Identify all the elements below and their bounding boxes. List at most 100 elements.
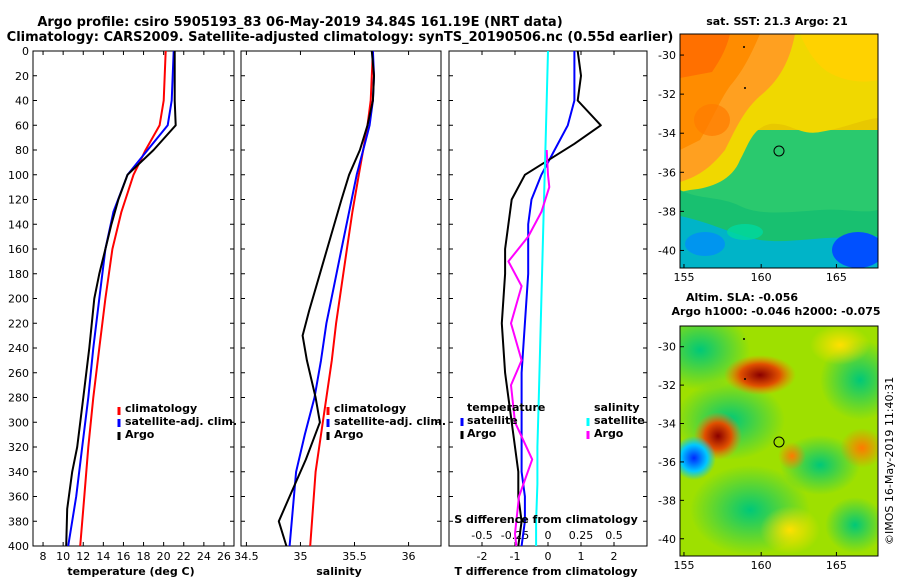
y-tick-label: 360 [8, 491, 29, 504]
x-tick-label: 10 [56, 550, 70, 563]
series-line-s-satellite [535, 50, 549, 546]
x-tick-label: 0 [545, 550, 552, 563]
temperature-xlabel: temperature (deg C) [67, 565, 194, 578]
lat-tick-label: -30 [658, 49, 676, 62]
s-tick-label: -0.5 [471, 529, 492, 542]
depth-ticks: 0 20 40 60 80 100 120 140 160 180 200 220 240 260 280 3… [8, 45, 647, 553]
lat-tick-label: -38 [658, 205, 676, 218]
legend-title-salinity: salinity [594, 401, 640, 414]
series-line-climatology [309, 50, 374, 547]
lat-tick-label: -40 [658, 533, 676, 546]
y-tick-label: 260 [8, 367, 29, 380]
temperature-lines [65, 50, 177, 547]
x-tick-label: 2 [611, 550, 618, 563]
lat-tick-label: -40 [658, 244, 676, 257]
title-line1: Argo profile: csiro 5905193_83 06-May-20… [37, 15, 562, 30]
x-tick-label: 8 [40, 550, 47, 563]
y-tick-label: 100 [8, 169, 29, 182]
y-tick-label: 220 [8, 317, 29, 330]
salinity-panel: 34.5 35 35.5 36 salinity climatology satell… [234, 50, 446, 578]
difference-axes-frame [448, 50, 648, 547]
legend-label-argo: Argo [125, 428, 155, 441]
temperature-axes-frame [32, 50, 235, 547]
temperature-x-ticks: 8 10 12 14 16 18 20 22 24 26 [40, 51, 231, 563]
float-track-dot [743, 338, 745, 340]
lat-tick-label: -36 [658, 456, 676, 469]
lon-tick-label: 160 [751, 559, 772, 572]
s-tick-label: 0 [545, 529, 552, 542]
s-difference-label: S difference from climatology [454, 513, 638, 526]
y-tick-label: 140 [8, 218, 29, 231]
salinity-lines [277, 50, 375, 547]
series-line-t-satellite [520, 51, 576, 547]
series-line-climatology [79, 50, 167, 547]
salinity-legend: climatology satellite-adj. clim. Argo [326, 402, 446, 441]
y-tick-label: 280 [8, 392, 29, 405]
lat-tick-label: -34 [658, 418, 676, 431]
y-tick-label: 0 [22, 45, 29, 58]
legend-label-s-satellite: satellite [594, 414, 645, 427]
lat-tick-label: -30 [658, 341, 676, 354]
y-tick-label: 120 [8, 194, 29, 207]
float-track-dot [744, 87, 746, 89]
x-tick-label: 24 [197, 550, 211, 563]
salinity-axes-frame [240, 50, 442, 547]
argo-position-marker [773, 145, 785, 157]
side-credit-label: ©IMOS 16-May-2019 11:40:31 [883, 377, 896, 545]
lat-tick-label: -32 [658, 88, 676, 101]
y-tick-label: 300 [8, 416, 29, 429]
difference-legend: temperature satellite Argo salinity sate… [460, 401, 645, 440]
argo-position-marker [773, 436, 785, 448]
y-tick-label: 160 [8, 243, 29, 256]
lon-tick-label: 165 [826, 271, 847, 284]
sla-map: Altim. SLA: -0.056 Argo h1000: -0.046 h2… [658, 291, 881, 572]
legend-label-satellite: satellite-adj. clim. [334, 415, 446, 428]
float-track-dot [743, 46, 745, 48]
t-difference-label: T difference from climatology [454, 565, 637, 578]
x-tick-label: 12 [76, 550, 90, 563]
s-difference-x-ticks: -0.5 -0.25 0 0.25 0.5 [471, 529, 622, 542]
y-tick-label: 80 [15, 144, 29, 157]
y-tick-label: 320 [8, 441, 29, 454]
y-tick-label: 400 [8, 540, 29, 553]
series-line-satellite-adj-clim- [67, 50, 175, 547]
series-line-t-argo [500, 50, 602, 547]
x-tick-label: 1 [578, 550, 585, 563]
sst-field [680, 34, 878, 268]
sst-map: sat. SST: 21.3 Argo: 21 155 160 165 -30 -32 -… [658, 15, 879, 284]
y-tick-label: 40 [15, 95, 29, 108]
series-line-satellite-adj-clim- [288, 50, 375, 547]
sst-map-frame [679, 33, 879, 269]
salinity-x-ticks: 34.5 35 35.5 36 [234, 51, 416, 563]
series-line-argo [277, 50, 375, 547]
t-difference-x-ticks: -2 -1 0 1 2 [477, 51, 618, 563]
x-tick-label: -2 [477, 550, 488, 563]
y-tick-label: 240 [8, 342, 29, 355]
legend-label-satellite: satellite-adj. clim. [125, 415, 237, 428]
lon-tick-label: 155 [673, 559, 694, 572]
x-tick-label: 34.5 [234, 550, 259, 563]
s-tick-label: 0.25 [569, 529, 594, 542]
lat-tick-label: -38 [658, 494, 676, 507]
float-track-dot [744, 378, 746, 380]
legend-label-climatology: climatology [334, 402, 406, 415]
sst-map-ticks: 155 160 165 -30 -32 -34 -36 -38 -40 [658, 49, 847, 284]
sst-map-title: sat. SST: 21.3 Argo: 21 [706, 15, 848, 28]
x-tick-label: 26 [217, 550, 231, 563]
legend-label-argo: Argo [334, 428, 364, 441]
legend-label-s-argo: Argo [594, 427, 624, 440]
lat-tick-label: -34 [658, 127, 676, 140]
lat-tick-label: -32 [658, 379, 676, 392]
lon-tick-label: 155 [673, 271, 694, 284]
salinity-xlabel: salinity [316, 565, 362, 578]
y-tick-label: 60 [15, 119, 29, 132]
temperature-panel: 0204060801001201401601802002202402602803… [8, 45, 647, 578]
lat-tick-label: -36 [658, 166, 676, 179]
x-tick-label: 36 [402, 550, 416, 563]
x-tick-label: 35.5 [342, 550, 367, 563]
x-tick-label: 22 [177, 550, 191, 563]
y-tick-label: 380 [8, 515, 29, 528]
y-tick-label: 200 [8, 293, 29, 306]
x-tick-label: 16 [116, 550, 130, 563]
